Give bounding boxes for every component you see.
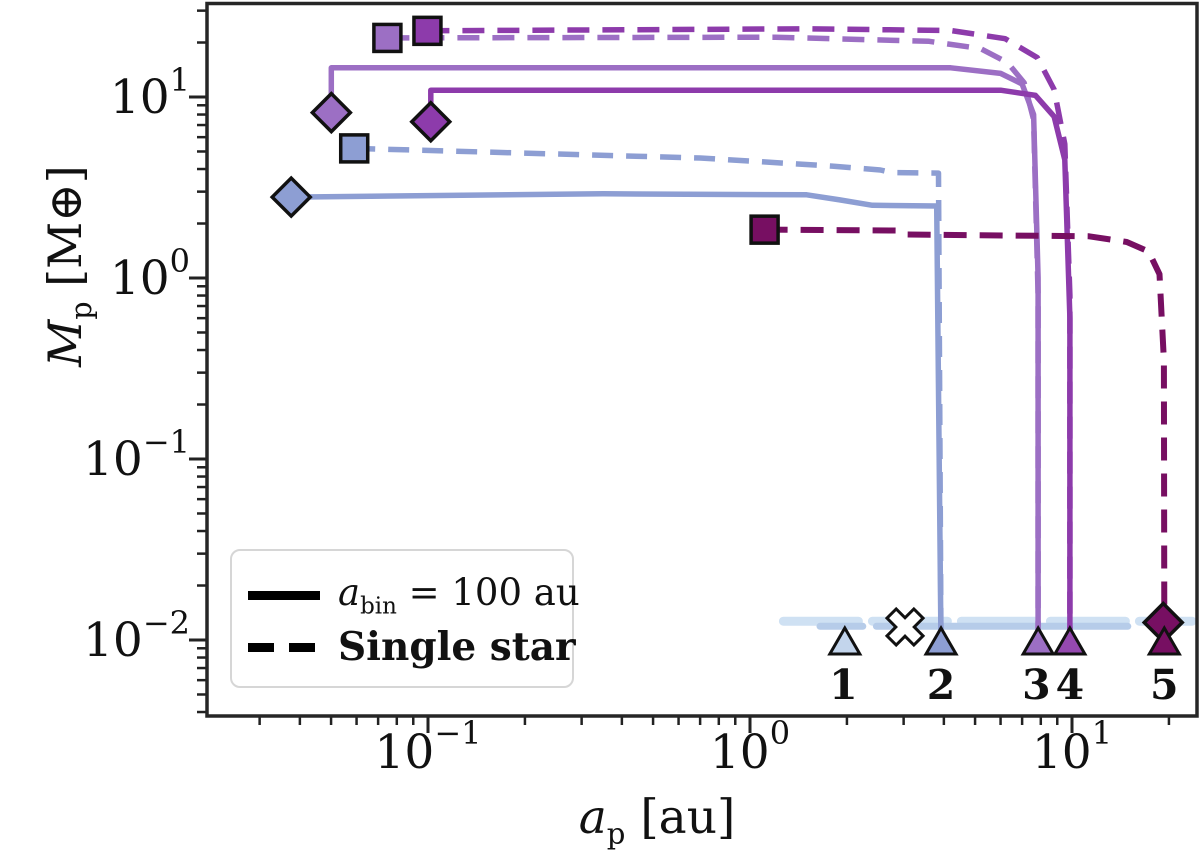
planet5-single-track bbox=[764, 226, 1168, 623]
y-axis-label-subscript: p bbox=[65, 301, 99, 320]
legend-item-single-star: Single star bbox=[248, 624, 576, 670]
planet5-start-triangle-marker bbox=[1146, 625, 1182, 656]
y-axis-label-unit: [M⊕] bbox=[37, 165, 92, 302]
x-tick-label: 100 bbox=[710, 714, 790, 780]
planet2-start-triangle-marker bbox=[923, 625, 959, 656]
planet-number-label: 4 bbox=[1056, 661, 1085, 709]
planet4-final-diamond-marker bbox=[409, 100, 453, 144]
planet-number-label: 3 bbox=[1022, 661, 1051, 709]
planet3-binary-track bbox=[328, 65, 1041, 644]
x-axis-label-unit: [au] bbox=[625, 790, 736, 845]
y-tick-label: 100 bbox=[110, 242, 190, 306]
legend-item-binary-label: abin = 100 au bbox=[338, 571, 580, 620]
plot-border bbox=[205, 1, 1199, 718]
legend-item-single-star-label: Single star bbox=[338, 624, 576, 670]
planet-number-label: 5 bbox=[1150, 661, 1179, 709]
planet4-binary-track bbox=[428, 87, 1073, 644]
x-tick-label: 101 bbox=[1032, 714, 1112, 780]
planet3-final-diamond-marker bbox=[309, 91, 353, 135]
planet4-start-triangle-marker bbox=[1052, 625, 1088, 656]
planet2-final-diamond-marker bbox=[269, 175, 313, 219]
planet5-final-square-marker bbox=[749, 214, 780, 245]
planet1-ejected-x-marker bbox=[884, 606, 926, 648]
x-axis-label: ap [au] bbox=[579, 790, 736, 850]
planet2-final-square-marker bbox=[338, 133, 370, 164]
track-markers bbox=[269, 15, 1185, 656]
legend-item-binary: abin = 100 au bbox=[248, 571, 580, 619]
y-tick-label: 10−2 bbox=[83, 604, 190, 668]
legend-dashed-line-sample bbox=[248, 642, 320, 652]
legend: abin = 100 au Single star bbox=[230, 549, 580, 688]
legend-solid-line-sample bbox=[248, 590, 320, 600]
y-tick-label: 10−1 bbox=[83, 423, 190, 487]
y-axis-tick-labels: 10−2 10−1 100 101 bbox=[83, 61, 190, 668]
planet4-final-square-marker bbox=[412, 15, 443, 47]
x-axis-label-subscript: p bbox=[606, 816, 626, 851]
y-tick-label: 101 bbox=[110, 61, 190, 125]
x-tick-label: 10−1 bbox=[375, 714, 482, 780]
y-axis-label-variable: M bbox=[37, 319, 92, 367]
x-axis-tick-labels: 10−1 100 101 bbox=[375, 714, 1113, 780]
planet-number-label: 2 bbox=[927, 661, 956, 709]
planet2-single-track bbox=[354, 145, 944, 645]
x-axis-label-variable: a bbox=[578, 790, 607, 845]
planet3-start-triangle-marker bbox=[1020, 625, 1056, 656]
planet3-final-square-marker bbox=[372, 22, 403, 54]
y-axis-label: Mp [M⊕] bbox=[38, 136, 98, 396]
planet1-start-triangle-marker bbox=[827, 625, 863, 656]
planet-tracks bbox=[291, 26, 1197, 645]
planet-number-label: 1 bbox=[829, 661, 858, 709]
planet2-binary-track bbox=[291, 191, 944, 645]
